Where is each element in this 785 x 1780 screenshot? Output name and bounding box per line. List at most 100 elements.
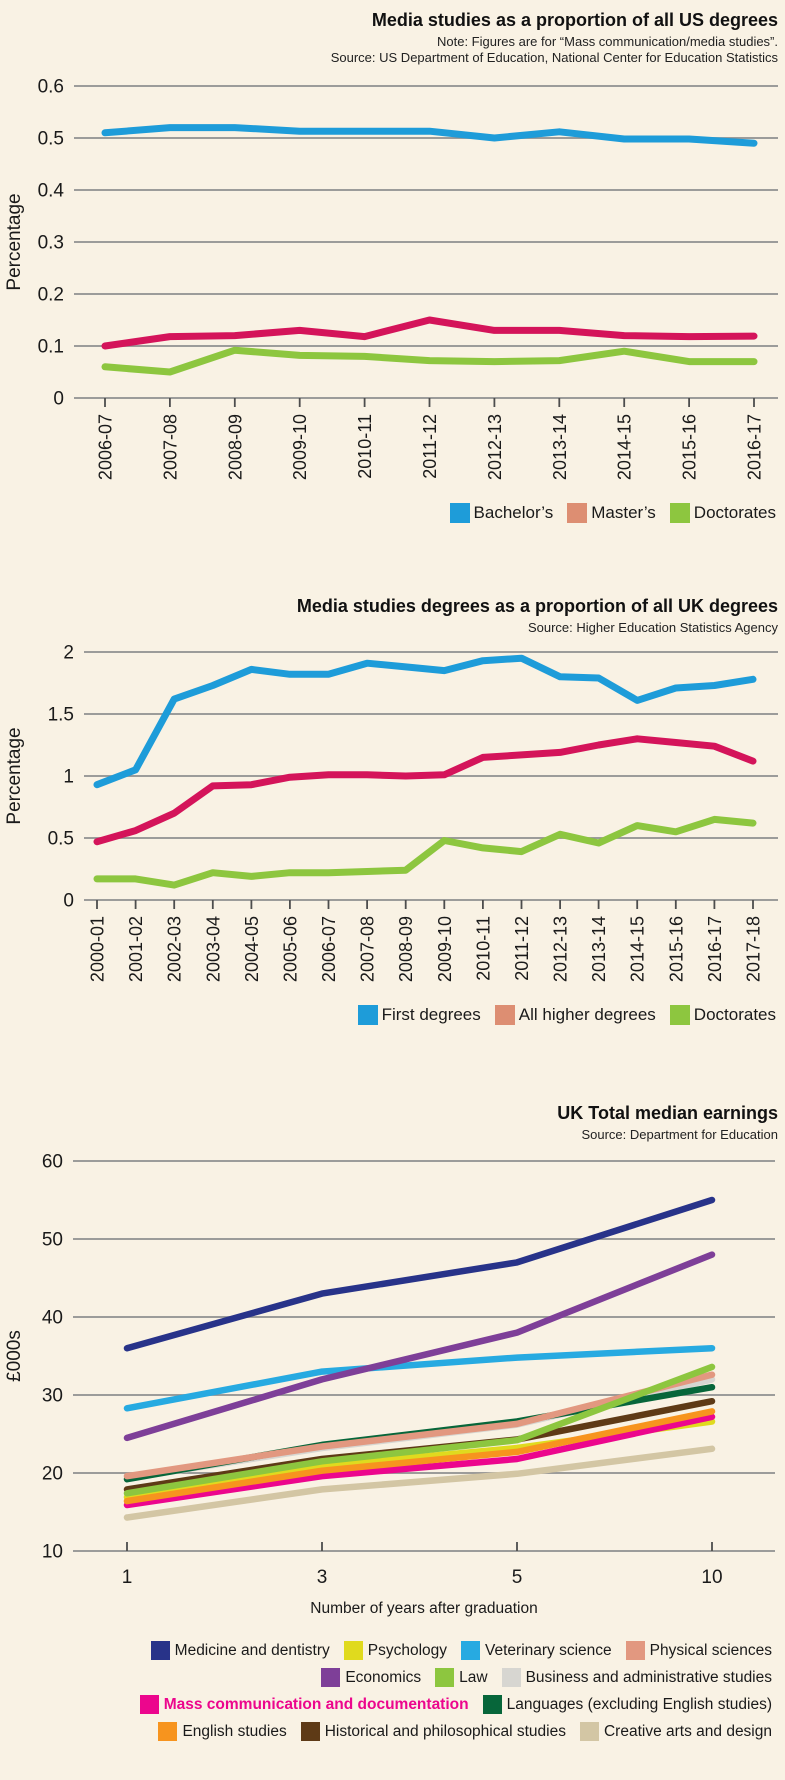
x-tick-label: 2004-05 bbox=[242, 916, 262, 982]
x-tick-label: 2011-12 bbox=[512, 916, 532, 981]
legend-label-psychology: Psychology bbox=[367, 1642, 448, 1659]
x-tick-label: 2010-11 bbox=[473, 916, 493, 981]
legend-label-master-s: Master’s bbox=[591, 503, 656, 522]
uk-earnings-line-chart: 60 50 40 30 20 10 1 3 5 10 £000s Number of years af… bbox=[4, 1152, 775, 1617]
y-tick-label: 10 bbox=[42, 1542, 63, 1563]
us-degrees-line-chart: 0.6 0.5 0.4 0.3 0.2 0.1 0 2006-07 2007-08 2008-09… bbox=[4, 77, 778, 480]
legend-swatch-master-s bbox=[567, 503, 588, 523]
legend-swatch-mass-communication-and-documentation bbox=[139, 1695, 159, 1714]
x-tick-label: 10 bbox=[701, 1567, 722, 1588]
x-axis-label: Number of years after graduation bbox=[310, 1600, 537, 1617]
legend-item-creative-arts-and-design: Creative arts and design bbox=[579, 1718, 772, 1745]
x-tick-label: 2006-07 bbox=[319, 916, 339, 982]
y-tick-label: 0.5 bbox=[48, 829, 74, 850]
x-tick-label: 1 bbox=[122, 1567, 133, 1588]
y-tick-label: 1.5 bbox=[48, 705, 74, 726]
y-axis-label: Percentage bbox=[4, 193, 25, 290]
legend-item-english-studies: English studies bbox=[158, 1718, 287, 1745]
y-tick-label: 30 bbox=[42, 1386, 63, 1407]
legend-swatch-veterinary-science bbox=[461, 1641, 481, 1660]
legend-row: First degrees All higher degrees Doctorate… bbox=[344, 1002, 776, 1028]
y-tick-label: 50 bbox=[42, 1230, 63, 1251]
legend-swatch-first-degrees bbox=[357, 1005, 378, 1025]
creative-arts-and-design-line bbox=[123, 1445, 716, 1521]
us-chart-source: Source: US Department of Education, Nati… bbox=[330, 50, 778, 65]
legend-item-historical-and-philosophical-studies: Historical and philosophical studies bbox=[300, 1718, 566, 1745]
uk-degrees-line-chart: 2 1.5 1 0.5 0 2000-01 2001-02 2002-03 2003-04 200… bbox=[4, 643, 778, 982]
legend-row: English studies Historical and philosophi… bbox=[144, 1718, 772, 1745]
y-tick-label: 0 bbox=[53, 389, 64, 410]
y-tick-label: 0.3 bbox=[38, 233, 64, 254]
x-tick-label: 2005-06 bbox=[280, 916, 300, 982]
x-tick-label: 2006-07 bbox=[96, 414, 116, 480]
legend-swatch-languages-excluding-english-studies bbox=[482, 1695, 502, 1714]
english-studies-line bbox=[123, 1408, 716, 1505]
x-tick-label: 2013-14 bbox=[589, 916, 609, 982]
x-tick-label: 2014-15 bbox=[628, 916, 648, 982]
x-tick-label: 2016-17 bbox=[705, 916, 725, 982]
us-degrees-chart-section: Media studies as a proportion of all US … bbox=[0, 10, 785, 526]
y-axis-label: £000s bbox=[4, 1330, 25, 1382]
legend-row: Bachelor’s Master’s Doctorates bbox=[436, 500, 776, 526]
x-tick-label: 2010-11 bbox=[355, 414, 375, 479]
legend-swatch-creative-arts-and-design bbox=[579, 1722, 599, 1741]
legend-swatch-business-and-administrative-studies bbox=[501, 1668, 521, 1687]
us-degrees-legend: Bachelor’s Master’s Doctorates bbox=[0, 500, 785, 526]
x-tick-label: 2009-10 bbox=[435, 916, 455, 982]
legend-label-economics: Economics bbox=[345, 1669, 422, 1686]
x-tick-label: 2012-13 bbox=[485, 414, 505, 480]
legend-label-english-studies: English studies bbox=[182, 1723, 287, 1740]
x-tick-label: 2000-01 bbox=[88, 916, 108, 982]
legend-label-first-degrees: First degrees bbox=[381, 1005, 481, 1024]
legend-swatch-doctorates bbox=[669, 503, 690, 523]
uk-degrees-chart-section: Media studies degrees as a proportion of… bbox=[0, 596, 785, 1028]
x-tick-label: 2013-14 bbox=[550, 414, 570, 480]
legend-item-first-degrees: First degrees bbox=[357, 1002, 481, 1028]
earnings-chart-title: UK Total median earnings bbox=[557, 1103, 778, 1123]
legend-swatch-medicine-and-dentistry bbox=[150, 1641, 170, 1660]
legend-label-creative-arts-and-design: Creative arts and design bbox=[603, 1723, 772, 1740]
x-tick-label: 2012-13 bbox=[551, 916, 571, 982]
x-tick-label: 2017-18 bbox=[744, 916, 764, 982]
y-tick-label: 20 bbox=[42, 1464, 63, 1485]
legend-item-doctorates: Doctorates bbox=[669, 500, 776, 526]
x-tick-label: 2015-16 bbox=[666, 916, 686, 982]
legend-label-mass-communication-and-documentation: Mass communication and documentation bbox=[163, 1696, 469, 1713]
y-tick-label: 60 bbox=[42, 1152, 63, 1173]
legend-swatch-psychology bbox=[343, 1641, 363, 1660]
legend-item-mass-communication-and-documentation: Mass communication and documentation bbox=[139, 1691, 469, 1718]
doctorates-line bbox=[101, 346, 758, 376]
legend-swatch-doctorates bbox=[669, 1005, 690, 1025]
veterinary-science-line bbox=[123, 1344, 716, 1412]
legend-label-historical-and-philosophical-studies: Historical and philosophical studies bbox=[324, 1723, 566, 1740]
uk-chart-title: Media studies degrees as a proportion of… bbox=[296, 596, 778, 616]
legend-swatch-bachelor-s bbox=[449, 503, 470, 523]
uk-earnings-legend: Medicine and dentistry Psychology Veterina… bbox=[0, 1637, 785, 1745]
legend-label-law: Law bbox=[459, 1669, 488, 1686]
legend-swatch-english-studies bbox=[158, 1722, 178, 1741]
x-tick-label: 2015-16 bbox=[680, 414, 700, 480]
y-tick-label: 1 bbox=[63, 767, 74, 788]
x-tick-label: 2001-02 bbox=[126, 916, 146, 982]
legend-label-bachelor-s: Bachelor’s bbox=[473, 503, 554, 522]
legend-swatch-historical-and-philosophical-studies bbox=[300, 1722, 320, 1741]
legend-item-psychology: Psychology bbox=[343, 1637, 448, 1664]
y-tick-label: 2 bbox=[63, 643, 74, 664]
legend-label-business-and-administrative-studies: Business and administrative studies bbox=[525, 1669, 772, 1686]
y-tick-label: 0.4 bbox=[38, 181, 65, 202]
x-tick-label: 3 bbox=[317, 1567, 328, 1588]
uk-earnings-chart-section: UK Total median earnings Source: Departm… bbox=[0, 1103, 785, 1745]
legend-label-languages-excluding-english-studies: Languages (excluding English studies) bbox=[506, 1696, 772, 1713]
doctorates-line bbox=[93, 815, 757, 889]
legend-row: Economics Law Business and administrative … bbox=[307, 1664, 772, 1691]
bachelor-s-line bbox=[101, 124, 758, 147]
master-s-line bbox=[101, 316, 758, 350]
legend-label-all-higher-degrees: All higher degrees bbox=[518, 1005, 656, 1024]
y-tick-label: 0.1 bbox=[38, 337, 64, 358]
first-degrees-line bbox=[93, 654, 757, 789]
legend-item-languages-excluding-english-studies: Languages (excluding English studies) bbox=[482, 1691, 772, 1718]
legend-label-veterinary-science: Veterinary science bbox=[485, 1642, 612, 1659]
x-tick-label: 2011-12 bbox=[420, 414, 440, 479]
x-tick-label: 2007-08 bbox=[160, 414, 180, 480]
legend-swatch-economics bbox=[321, 1668, 341, 1687]
